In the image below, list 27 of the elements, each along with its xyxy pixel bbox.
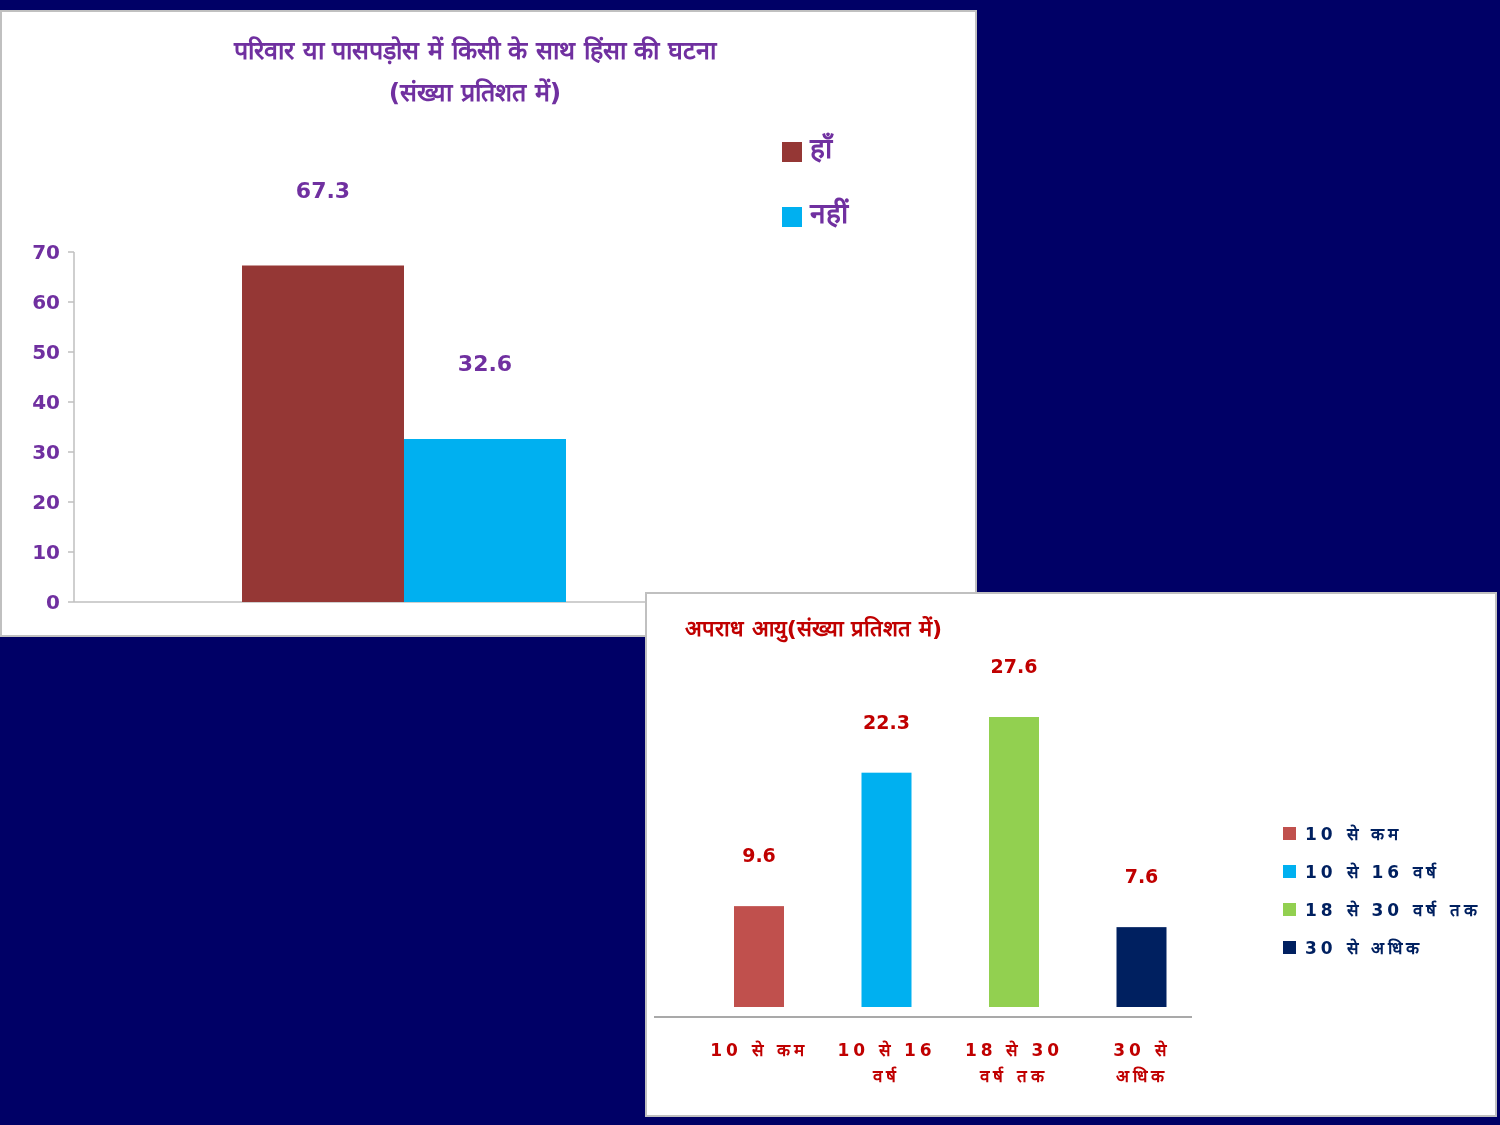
data-label: 27.6 (989, 655, 1039, 677)
x-tick-label: 10 से कम (709, 1039, 809, 1062)
legend-label: हाँ (810, 131, 832, 166)
data-label: 32.6 (456, 351, 514, 376)
x-tick-label: 30 से अधिक (1112, 1039, 1171, 1088)
legend-label: 10 से 16 वर्ष (1305, 860, 1441, 883)
legend-label: नहीं (810, 196, 848, 231)
x-tick-label: 18 से 30 वर्ष तक (963, 1039, 1065, 1088)
chart-title: अपराध आयु(संख्या प्रतिशत में) (685, 615, 943, 642)
y-tick-label: 40 (31, 390, 60, 414)
legend-label: 10 से कम (1305, 822, 1403, 845)
x-tick-label: 10 से 16 वर्ष (836, 1039, 937, 1088)
y-tick-label: 10 (31, 540, 60, 564)
data-label: 9.6 (741, 844, 777, 867)
y-tick-label: 60 (31, 290, 60, 314)
chart-title: परिवार या पासपड़ोस में किसी के साथ हिंसा की घटना (232, 35, 719, 66)
chart-subtitle: (संख्या प्रतिशत में) (387, 77, 563, 108)
data-label: 67.3 (294, 177, 352, 203)
data-label: 22.3 (862, 710, 911, 733)
y-tick-label: 20 (31, 490, 60, 514)
data-label: 7.6 (1123, 865, 1160, 888)
y-tick-label: 0 (45, 590, 60, 614)
legend-label: 30 से अधिक (1305, 936, 1424, 959)
y-tick-label: 70 (31, 240, 60, 264)
legend-label: 18 से 30 वर्ष तक (1305, 898, 1481, 921)
y-tick-label: 30 (31, 440, 60, 464)
y-tick-label: 50 (31, 340, 60, 364)
